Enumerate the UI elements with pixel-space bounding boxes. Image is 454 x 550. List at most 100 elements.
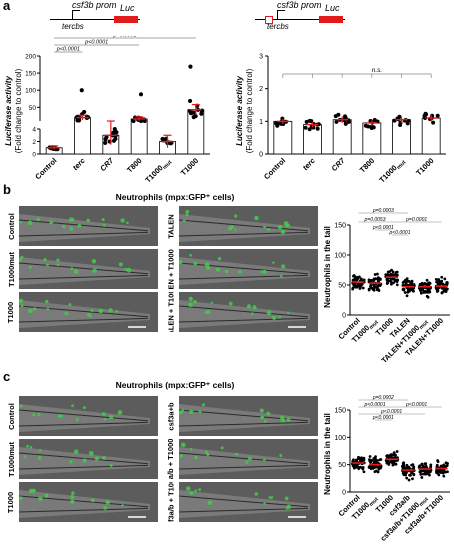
microscopy-image: T1000: [3, 482, 158, 522]
image-label-text: Control: [6, 402, 16, 430]
gfp-cell: [117, 410, 123, 415]
data-point: [103, 140, 108, 145]
data-point: [112, 130, 117, 135]
gfp-cell: [90, 309, 94, 312]
data-point: [376, 287, 379, 291]
x-tick-labels: ControlT1000mutT1000csf3a/bcsf3a/b+T1000…: [337, 493, 446, 545]
x-tick-labels: Control terc CR7 T800 T1000mut T1000: [262, 155, 436, 186]
data-point: [410, 471, 414, 475]
y-tick-label: 0: [32, 152, 36, 159]
p-value-label: p<0.0001: [405, 402, 427, 408]
tail-vessel: [179, 452, 309, 465]
construct-right: csf3b prom Luc tercbs: [255, 0, 365, 38]
p-value-label: p=0.0001: [112, 36, 136, 39]
gfp-cell: [121, 504, 124, 507]
axes: 0 2 4 50 100 150 200: [25, 54, 210, 159]
tail-image: [19, 298, 150, 328]
y-axis-label-2: (Fold change to control): [245, 68, 254, 153]
data-point: [428, 473, 431, 477]
image-label-text: T1000: [6, 491, 16, 513]
gfp-cell: [262, 458, 266, 462]
axes: 0 50 100 150: [334, 408, 450, 497]
gfp-cell: [285, 223, 290, 228]
data-point: [377, 465, 380, 469]
microscopy-image: csf3a/b + T1000mut: [163, 439, 318, 479]
y-tick-label: 50: [338, 462, 346, 469]
tail-vessel: [179, 317, 309, 323]
gfp-cell: [20, 304, 24, 308]
y-tick-label: 150: [334, 408, 346, 415]
data-point: [440, 279, 444, 283]
gfp-cell: [286, 311, 290, 315]
data-point: [435, 471, 438, 474]
data-point: [426, 469, 429, 473]
construct-line: [50, 19, 140, 20]
tail-body: [179, 300, 310, 328]
tail-vessel: [19, 274, 149, 280]
gfp-cell: [267, 228, 271, 231]
tss-arrow: [277, 10, 285, 11]
gfp-cell: [254, 492, 259, 496]
data-point: [333, 114, 338, 119]
image-label-text: T1000mut: [6, 441, 16, 477]
gfp-cell: [217, 256, 222, 261]
data-point: [442, 474, 446, 478]
x-tick-label: terc: [71, 155, 88, 172]
data-point: [391, 270, 395, 274]
gfp-cell: [280, 229, 286, 235]
data-point: [407, 288, 410, 292]
x-tick-label: T800: [125, 156, 143, 174]
data-point: [436, 459, 439, 462]
gfp-cell: [69, 226, 74, 231]
gfp-cell: [70, 499, 75, 504]
gfp-cell: [109, 415, 114, 420]
data-point: [138, 92, 144, 97]
data-point: [362, 470, 366, 474]
gfp-cell: [102, 412, 106, 416]
x-tick-label: CR7: [330, 155, 348, 173]
y-tick-label: 0: [259, 152, 263, 159]
gfp-cell: [204, 450, 208, 454]
gfp-cell: [235, 452, 239, 456]
data-point: [357, 457, 360, 461]
gfp-cell: [179, 260, 183, 265]
gfp-cell: [190, 447, 193, 451]
data-point: [412, 283, 416, 286]
data-point: [362, 458, 366, 462]
gfp-cell: [185, 486, 191, 491]
microscopy-image: csf3a/b + T1000: [163, 482, 318, 522]
gfp-cell: [29, 445, 33, 449]
data-point: [371, 125, 376, 130]
gfp-cell: [262, 269, 267, 274]
tail-vessel: [19, 464, 149, 470]
gfp-cell: [71, 404, 75, 408]
data-point: [346, 119, 351, 124]
data-point: [334, 119, 339, 124]
annotations: n.s.: [282, 67, 432, 78]
x-tick-label: T1000mut: [377, 156, 407, 186]
data-point: [168, 141, 173, 146]
chart-b-scatter: Neutrophils in the tail 0 50 100 150 Contro…: [323, 208, 450, 366]
x-tick-labels: ControlT1000mutT1000TALENTALEN+T1000mutT…: [337, 316, 446, 366]
gfp-cell: [115, 310, 119, 313]
gfp-cell: [73, 269, 79, 274]
gfp-cell: [32, 413, 36, 417]
p-value-label: p<0.0001: [56, 47, 80, 53]
gfp-cell: [224, 269, 229, 274]
image-label: TALEN: [163, 206, 179, 246]
gfp-cell: [82, 458, 87, 463]
gfp-cell: [228, 226, 233, 231]
gfp-cell: [98, 308, 104, 314]
gfp-cell: [179, 410, 183, 415]
gfp-cell: [189, 490, 194, 495]
tail-vessel: [179, 274, 309, 280]
data-point: [405, 471, 408, 474]
tail-image: [179, 403, 310, 432]
data-point: [369, 461, 373, 464]
tail-vessel: [19, 305, 149, 318]
data-point: [113, 136, 118, 142]
data-point: [386, 281, 390, 285]
gfp-cell: [19, 404, 23, 408]
microscopy-image: TALEN + T1000mut: [163, 249, 318, 289]
data-point: [372, 118, 377, 123]
